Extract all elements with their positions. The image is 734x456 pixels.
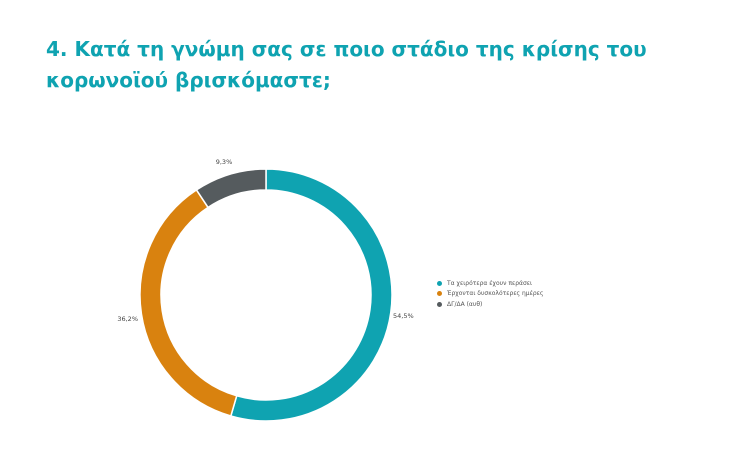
legend-label: ΔΓ/ΔΑ (αυθ) (447, 300, 483, 308)
legend-label: Έρχονται δυσκολότερες ημέρες (447, 290, 544, 297)
legend-swatch (437, 280, 442, 286)
legend-swatch (437, 291, 442, 296)
slice-labels: 54,5% 36,2% 9,3% (117, 158, 413, 323)
donut-slice-1 (229, 168, 393, 422)
donut-slice-3 (195, 168, 267, 209)
legend-label: Τα χειρότερα έχουν περάσει (447, 279, 533, 287)
donut-slices (139, 168, 393, 422)
legend-item-1: Τα χειρότερα έχουν περάσει (437, 278, 543, 288)
legend-item-2: Έρχονται δυσκολότερες ημέρες (437, 289, 543, 299)
slice-value-label-1: 54,5% (393, 312, 414, 320)
chart-legend: Τα χειρότερα έχουν περάσει Έρχονται δυσκο… (437, 278, 543, 310)
donut-slice-2 (139, 188, 238, 417)
legend-swatch (437, 301, 442, 307)
legend-item-3: ΔΓ/ΔΑ (αυθ) (437, 299, 543, 309)
slice-value-label-3: 9,3% (216, 158, 233, 166)
page-title: 4. Κατά τη γνώμη σας σε ποιο στάδιο της … (46, 37, 647, 92)
slice-value-label-2: 36,2% (117, 315, 138, 323)
